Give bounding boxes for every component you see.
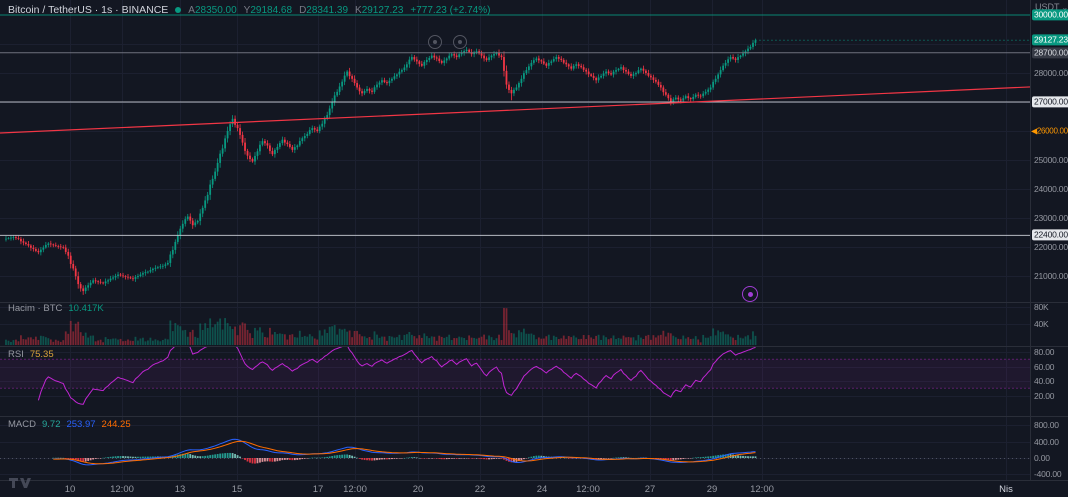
volume-scale-tick: 40K: [1034, 319, 1049, 329]
volume-series: [5, 307, 757, 345]
rsi-series: [0, 347, 1030, 405]
time-axis-label: 24: [536, 484, 548, 495]
chart-marker-icon-1[interactable]: [428, 35, 442, 49]
price-scale-tick: 28000.00: [1034, 68, 1068, 78]
time-axis-label: 12:00: [343, 484, 367, 495]
macd-scale-tick: 400.00: [1034, 437, 1059, 447]
time-axis-label: Nis: [999, 484, 1013, 495]
time-axis-label: 10: [64, 484, 76, 495]
symbol-legend: Bitcoin / TetherUS · 1s · BINANCE A28350…: [8, 4, 490, 16]
time-axis-label: 29: [706, 484, 718, 495]
time-axis-label: 12:00: [110, 484, 134, 495]
ohlc-close: K29127.23: [355, 4, 404, 16]
volume-legend: Hacim · BTC 10.417K: [8, 303, 104, 314]
volume-value: 10.417K: [68, 303, 104, 314]
rsi-scale-tick: 40.00: [1034, 376, 1055, 386]
tradingview-logo-icon[interactable]: [8, 476, 32, 495]
macd-scale-tick: -400.00: [1034, 469, 1062, 479]
macd-signal-value: 244.25: [101, 419, 131, 430]
rsi-scale-tick: 80.00: [1034, 347, 1055, 357]
price-level-badge[interactable]: 28700.00: [1032, 47, 1068, 59]
rsi-scale-tick: 60.00: [1034, 362, 1055, 372]
ohlc-high: Y29184.68: [243, 4, 293, 16]
rsi-legend: RSI 75.35: [8, 349, 54, 360]
ohlc-open: A28350.00: [188, 4, 237, 16]
last-price-badge: 29127.23: [1032, 34, 1068, 46]
time-axis-label: 15: [231, 484, 243, 495]
rsi-label[interactable]: RSI: [8, 349, 24, 360]
price-scale-tick: 24000.00: [1034, 184, 1068, 194]
rsi-scale-tick: 20.00: [1034, 391, 1055, 401]
time-axis-label: 22: [474, 484, 486, 495]
currency-label: USDT: [1035, 2, 1060, 12]
time-axis-label: 12:00: [750, 484, 774, 495]
time-axis-label: 27: [644, 484, 656, 495]
price-level-badge[interactable]: 22400.00: [1032, 229, 1068, 241]
price-marker-26000[interactable]: ◀26000.00: [1031, 126, 1068, 136]
macd-label[interactable]: MACD: [8, 419, 36, 430]
candlestick-series: [5, 38, 757, 295]
chart-marker-icon-2[interactable]: [453, 35, 467, 49]
price-scale[interactable]: USDT ⌄ 28000.00 25000.00 24000.00 23000.00 2…: [1030, 0, 1068, 497]
macd-hist-value: 9.72: [41, 419, 61, 430]
price-level-lines: [0, 14, 1031, 236]
time-axis-label: 20: [412, 484, 424, 495]
chevron-down-icon: ⌄: [1061, 2, 1068, 12]
macd-line-value: 253.97: [66, 419, 96, 430]
market-status-dot-icon: [175, 7, 182, 13]
rsi-value: 75.35: [29, 349, 54, 360]
price-scale-tick: 22000.00: [1034, 242, 1068, 252]
ohlc-low: D28341.39: [299, 4, 349, 16]
price-change: +777.23 (+2.74%): [410, 4, 491, 16]
currency-selector[interactable]: USDT ⌄: [1035, 2, 1068, 12]
price-scale-tick: 21000.00: [1034, 271, 1068, 281]
pane-separators: [0, 302, 1068, 417]
price-level-badge[interactable]: 27000.00: [1032, 96, 1068, 108]
purple-circle-marker-icon[interactable]: [742, 286, 758, 302]
volume-label[interactable]: Hacim · BTC: [8, 303, 63, 314]
gridlines: [0, 0, 1030, 480]
price-scale-tick: 23000.00: [1034, 213, 1068, 223]
macd-legend: MACD 9.72 253.97 244.25: [8, 419, 131, 430]
price-scale-tick: 25000.00: [1034, 155, 1068, 165]
symbol-title[interactable]: Bitcoin / TetherUS · 1s · BINANCE: [8, 4, 169, 16]
time-axis-label: 17: [312, 484, 324, 495]
time-axis-label: 12:00: [576, 484, 600, 495]
time-axis-label: 13: [174, 484, 186, 495]
time-axis[interactable]: 10 12:00 13 15 17 12:00 20 22 24 12:00 27 29 12:00 Ni…: [0, 480, 1068, 497]
macd-scale-tick: 0.00: [1034, 453, 1050, 463]
price-level-badge[interactable]: 30000.00: [1032, 9, 1068, 21]
macd-scale-tick: 800.00: [1034, 420, 1059, 430]
macd-series: [0, 438, 1030, 466]
volume-scale-tick: 80K: [1034, 302, 1049, 312]
